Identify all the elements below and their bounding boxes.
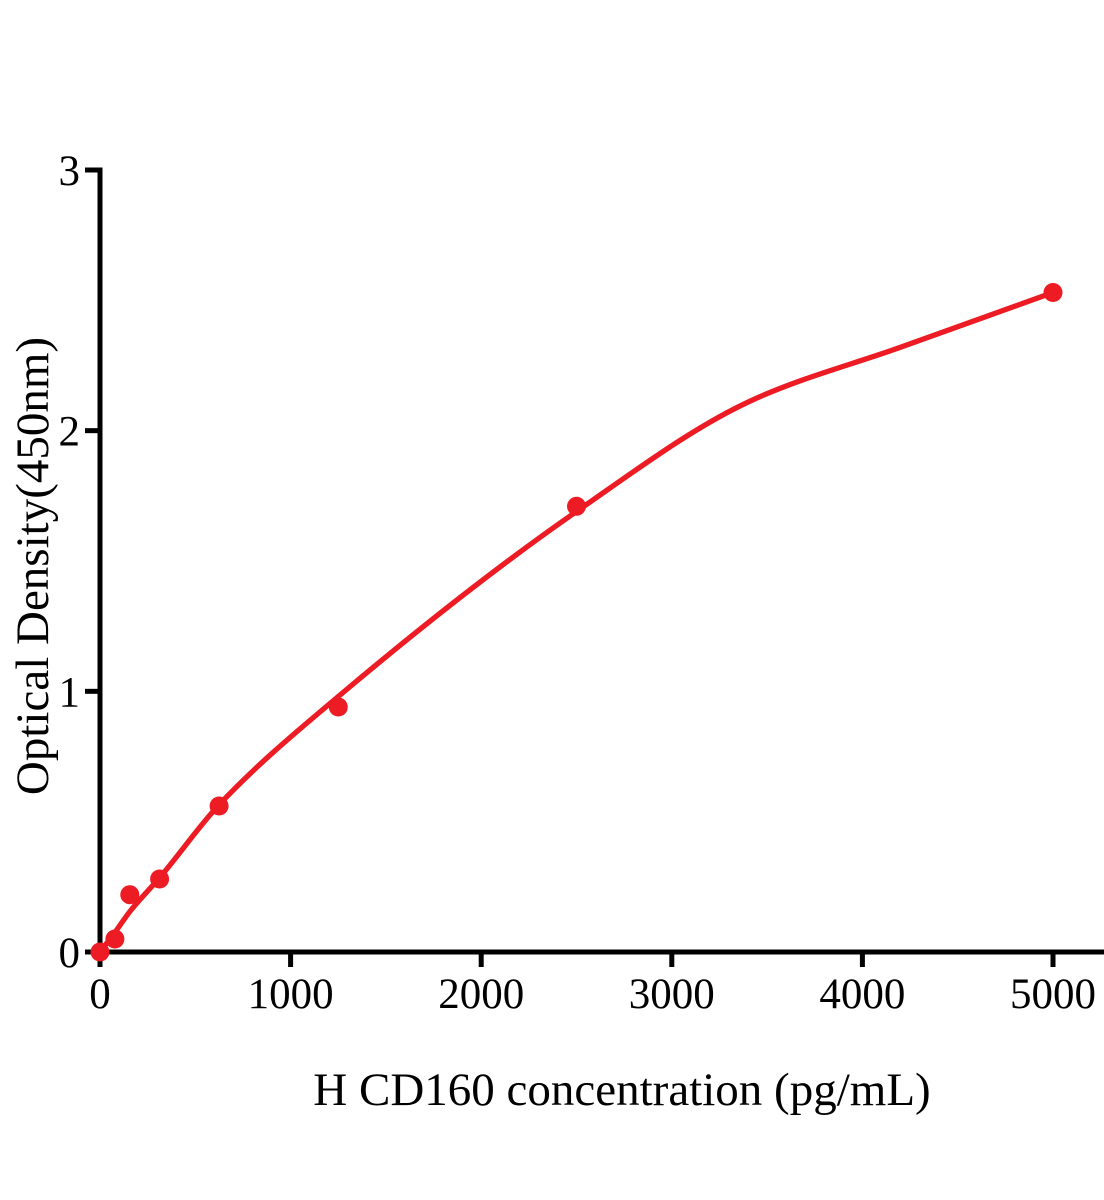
y-axis-title: Optical Density(450nm) (7, 337, 59, 795)
x-tick-label: 2000 (438, 971, 524, 1018)
x-tick-label: 5000 (1010, 971, 1096, 1018)
y-tick-label: 1 (59, 669, 81, 716)
x-axis-title: H CD160 concentration (pg/mL) (313, 1064, 930, 1116)
x-tick-label: 3000 (629, 971, 715, 1018)
data-point (209, 796, 229, 816)
data-point (328, 697, 348, 717)
data-point (150, 869, 170, 889)
fit-curve (97, 289, 1056, 955)
axes: 0 1000 2000 3000 4000 5000 0 1 2 3 (59, 148, 1104, 1018)
y-tick-label: 2 (59, 409, 81, 456)
x-tick-label: 1000 (248, 971, 334, 1018)
x-tick-label: 0 (89, 971, 111, 1018)
x-tick-label: 4000 (819, 971, 905, 1018)
y-tick-label: 0 (59, 930, 81, 977)
y-tick-label: 3 (59, 148, 81, 195)
data-point (105, 929, 125, 949)
data-point (567, 496, 586, 516)
data-point (120, 885, 140, 905)
data-point (90, 942, 110, 962)
plot-area (90, 283, 1063, 962)
data-point (1043, 283, 1063, 302)
